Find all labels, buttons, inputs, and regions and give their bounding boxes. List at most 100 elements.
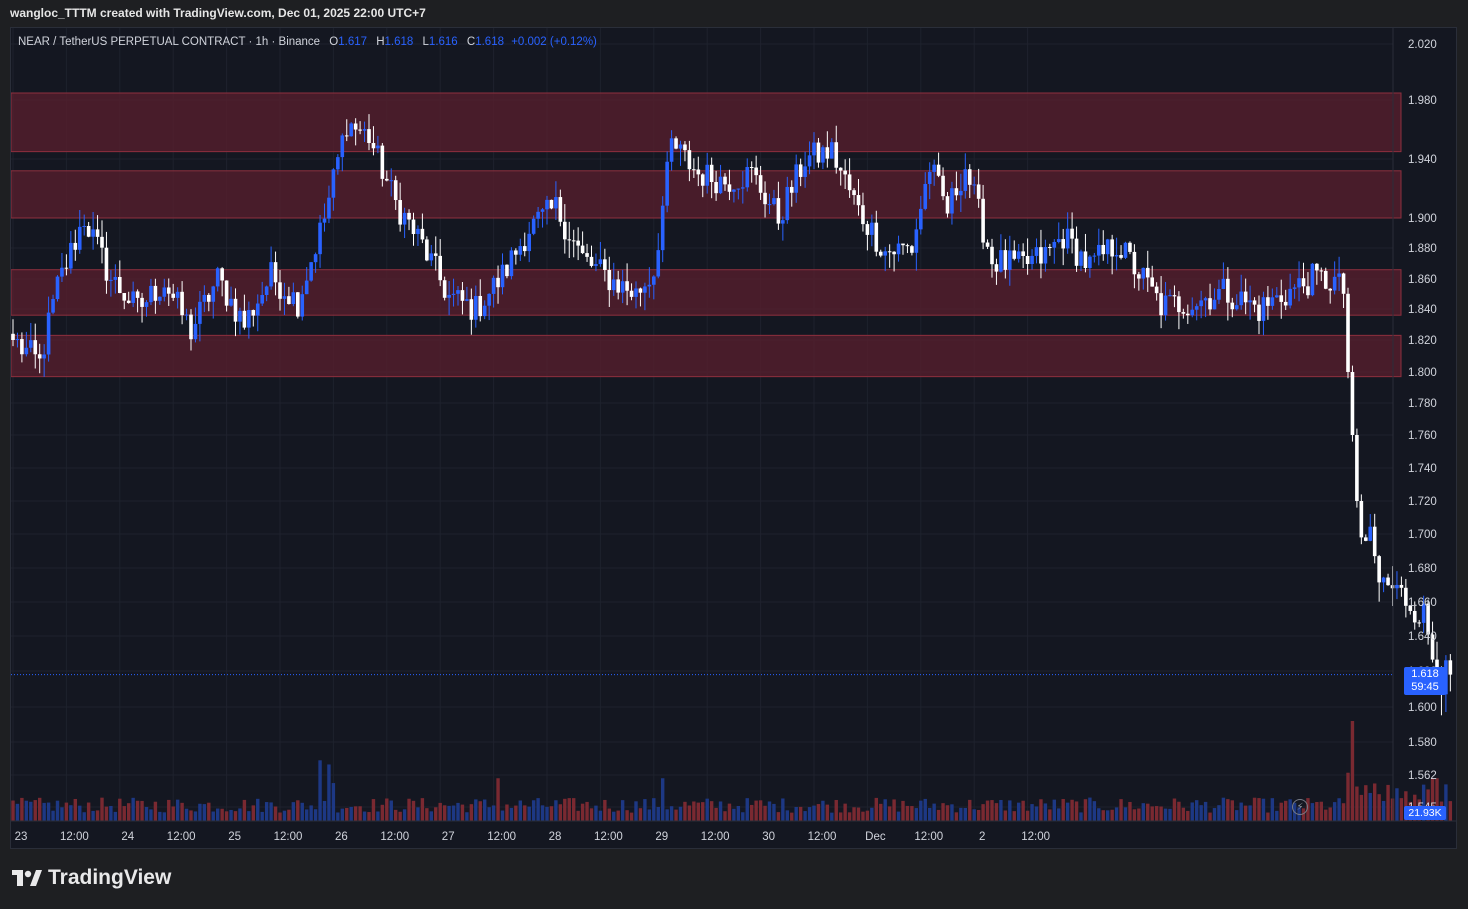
candle-body [1399,584,1404,588]
candle-body [362,129,367,131]
volume-bar [847,812,852,821]
candle-body [950,188,954,214]
volume-bar [29,801,33,821]
candle-body [393,180,398,201]
price-tick-label: 1.580 [1408,737,1437,749]
volume-bar [233,811,238,821]
volume-bar [839,812,843,821]
candle-body [749,167,754,169]
volume-bar [1190,802,1194,821]
candle-body [1310,263,1315,296]
candle-body [1319,270,1324,272]
volume-bar [287,809,291,821]
volume-bar [1128,801,1132,821]
volume-bar [972,809,976,821]
bar-countdown: 59:45 [1411,681,1439,693]
volume-bar [1141,803,1145,821]
volume-bar [309,805,313,821]
time-tick-label: 29 [655,831,668,843]
candle-body [1368,526,1373,541]
volume-bar [1137,808,1141,821]
volume-bar [127,803,131,821]
candle-body [1190,309,1195,316]
candle-body [91,229,95,237]
candle-body [919,208,923,230]
candle-body [567,239,572,241]
bolt-icon[interactable]: ⚡ [1292,799,1308,815]
candle-body [1292,287,1297,289]
candle-body [745,167,750,188]
candle-body [527,233,531,252]
candle-body [816,142,821,163]
close-value: 1.618 [475,36,504,48]
volume-bar [856,807,861,821]
time-axis[interactable]: 23 12:00 24 12:00 25 12:00 26 12:00 27 12:00 28 12:… [15,831,1050,843]
volume-bar [758,800,763,821]
candle-body [683,144,687,151]
candle-body [874,222,879,252]
volume-bar [180,802,184,821]
candle-body [233,298,238,322]
candle-body [611,279,616,291]
candle-body [1186,313,1190,316]
volume-bar [1288,799,1292,821]
volume-bar [865,810,870,821]
candle-body [585,253,589,257]
candle-body [451,293,456,295]
price-chart[interactable]: 2.020 1.980 1.940 1.900 1.880 1.860 1.840 1.820… [11,28,1456,848]
volume-bar [318,760,322,821]
candle-body [29,340,33,348]
volume-bar [1261,798,1266,821]
candle-body [353,123,358,130]
chart-frame[interactable]: 2.020 1.980 1.940 1.900 1.880 1.860 1.840 1.820… [10,27,1457,849]
volume-bar [1008,800,1012,821]
volume-bar [1355,786,1359,821]
price-tick-label: 1.680 [1408,563,1437,575]
time-tick-label: 12:00 [808,831,837,843]
candle-body [447,294,451,298]
volume-bar [816,804,821,821]
high-label: H [376,36,385,48]
candle-body [336,157,340,170]
volume-bar [264,802,269,821]
volume-bar [1172,798,1177,821]
volume-bar [469,804,474,821]
volume-bar [1043,803,1048,821]
candle-body [531,218,536,234]
symbol-title[interactable]: NEAR / TetherUS PERPETUAL CONTRACT · 1h … [18,36,321,48]
candle-body [727,184,732,192]
candle-body [549,199,554,209]
candle-body [736,188,741,190]
low-label: L [422,36,429,48]
volume-bar [1386,784,1390,821]
candle-body [669,138,674,162]
candle-body [1150,277,1154,287]
candle-body [238,310,242,322]
volume-bar [781,798,785,821]
candle-body [429,253,434,261]
volume-bar [358,806,362,821]
volume-bar [251,805,255,821]
volume-bar [500,810,505,821]
volume-bar [1319,801,1323,821]
candle-body [1395,584,1399,589]
candle-body [1203,298,1208,301]
candle-body [380,145,385,179]
candle-body [1364,537,1368,541]
time-tick-label: 12:00 [380,831,409,843]
volume-bar [549,806,554,821]
volume-bar [1186,810,1190,821]
candle-body [264,286,269,295]
candle-body [718,176,723,194]
candle-body [389,180,394,182]
candle-body [1097,244,1101,256]
tradingview-logo[interactable]: TradingView [12,866,171,890]
volume-bar [634,801,638,821]
volume-bar [1181,807,1186,821]
candle-body [634,288,638,297]
volume-bar [959,807,963,821]
volume-bar [603,799,607,821]
candle-body [647,284,652,287]
time-tick-label: 25 [228,831,241,843]
volume-bar [968,799,972,821]
